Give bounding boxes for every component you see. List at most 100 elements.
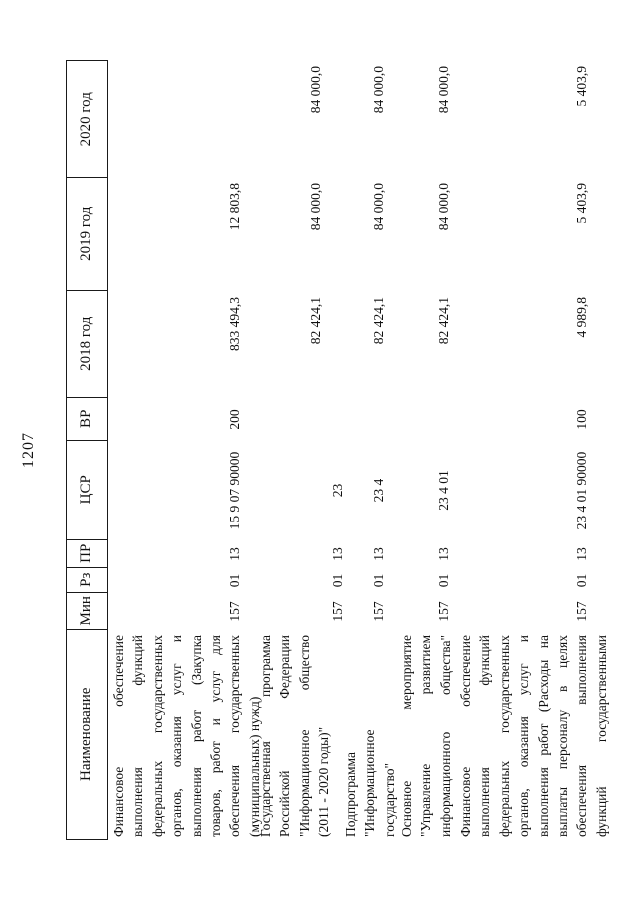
name-line: Финансовое обеспечение: [109, 635, 128, 837]
cell-y2020: 84 000,0: [436, 66, 451, 114]
column-header-2: Рз: [66, 566, 108, 593]
word: общество: [296, 635, 312, 691]
word: Финансовое: [111, 766, 126, 837]
cell-y2018: 4 989,8: [574, 297, 589, 338]
name-line: Подпрограмма: [343, 752, 358, 837]
word: обеспечение: [111, 635, 126, 707]
cell-vr: 100: [574, 409, 589, 430]
word: и: [516, 635, 532, 643]
word: обеспечение: [458, 635, 473, 707]
word: федеральных: [149, 760, 165, 837]
column-header-0: Наименование: [66, 628, 108, 840]
cell-min: 157: [371, 601, 386, 622]
word: в: [554, 685, 570, 693]
row-name-text: Государственная программа Российской Федера…: [256, 635, 334, 837]
cell-min: 157: [574, 601, 589, 622]
name-line: органов, оказания услуг и: [167, 635, 186, 837]
name-line: товаров, работ и услуг для: [206, 635, 225, 837]
cell-y2019: 5 403,9: [574, 183, 589, 224]
word: выполнения: [477, 767, 493, 837]
word: Федерации: [277, 635, 293, 699]
cell-pr: 13: [436, 547, 451, 561]
cell-y2018: 82 424,1: [308, 297, 323, 345]
word: федеральных: [496, 760, 512, 837]
cell-vr: [434, 398, 454, 441]
word: органов,: [516, 788, 532, 837]
cell-y2018: 82 424,1: [436, 297, 451, 345]
name-line: Основное мероприятие: [397, 635, 416, 837]
word: информационного: [437, 731, 453, 837]
cell-pr: 13: [371, 547, 386, 561]
cell-vr: 200: [227, 409, 242, 430]
name-line: Российской Федерации: [275, 635, 294, 837]
word: Основное: [399, 780, 414, 837]
word: работ: [188, 710, 204, 743]
row-name-text: Финансовое обеспечение выполнения функций фе…: [456, 635, 611, 837]
name-line: выплаты персоналу в целях: [553, 635, 572, 837]
word: (Расходы: [535, 659, 551, 713]
column-header-4: ЦСР: [66, 439, 108, 540]
cell-vr: [369, 398, 389, 441]
column-header-7: 2019 год: [66, 176, 108, 291]
cell-y2020: 84 000,0: [371, 66, 386, 114]
row-name-text: Подпрограмма "Информационное государство": [341, 635, 399, 837]
cell-y2020: 5 403,9: [574, 66, 589, 107]
page-number: 1207: [20, 432, 37, 468]
cell-min: 157: [436, 601, 451, 622]
word: государственных: [149, 635, 165, 734]
word: функций: [477, 635, 493, 686]
cell-min: 157: [330, 601, 345, 622]
word: "Информационное: [296, 729, 312, 837]
word: услуг: [207, 670, 223, 703]
word: функций: [593, 786, 609, 837]
word: и: [207, 718, 223, 726]
cell-rz: 01: [330, 573, 345, 588]
cell-rz: 01: [436, 573, 451, 588]
column-header-6: 2018 год: [66, 289, 108, 398]
word: выполнения: [188, 767, 204, 837]
name-line: (2011 - 2020 годы)": [316, 726, 332, 837]
cell-csr: 23 4: [371, 478, 386, 503]
name-line: федеральных государственных: [495, 635, 514, 837]
cell-rz: 01: [227, 573, 242, 588]
name-line: выполнения функций: [475, 635, 494, 837]
word: для: [207, 635, 223, 655]
word: органов,: [169, 788, 185, 837]
column-header-1: Мин: [66, 591, 108, 630]
word: (Закупка: [188, 635, 204, 685]
name-line: обеспечения государственных: [225, 635, 244, 837]
name-line: органов, оказания услуг и: [514, 635, 533, 837]
name-line: выполнения работ (Расходы на: [534, 635, 553, 837]
word: товаров,: [207, 789, 223, 837]
word: услуг: [169, 663, 185, 696]
word: мероприятие: [399, 635, 414, 710]
cell-csr: 23 4 01 90000: [574, 451, 589, 530]
name-line: обеспечения выполнения: [572, 635, 591, 837]
name-line: выполнения работ (Закупка: [187, 635, 206, 837]
word: Государственная: [258, 741, 273, 837]
word: выполнения: [574, 635, 590, 705]
cell-y2018: 82 424,1: [371, 297, 386, 345]
word: общества": [437, 635, 453, 695]
column-header-5: ВР: [66, 396, 108, 441]
name-line: "Управление развитием: [416, 635, 435, 837]
word: персоналу: [554, 709, 570, 770]
word: работ: [207, 741, 223, 774]
name-line: федеральных государственных: [148, 635, 167, 837]
column-header-8: 2020 год: [66, 60, 108, 178]
word: целях: [554, 635, 570, 668]
word: обеспечения: [227, 764, 243, 837]
cell-pr: 13: [227, 547, 242, 561]
name-line: функций государственными: [592, 635, 611, 837]
word: обеспечения: [574, 764, 590, 837]
word: программа: [258, 635, 273, 697]
word: услуг: [516, 663, 532, 696]
cell-pr: 13: [574, 547, 589, 561]
name-line: информационного общества": [436, 635, 455, 837]
name-line: Государственная программа: [256, 635, 275, 837]
word: функций: [130, 635, 146, 686]
cell-y2019: 84 000,0: [308, 183, 323, 231]
cell-y2020: [225, 66, 245, 178]
